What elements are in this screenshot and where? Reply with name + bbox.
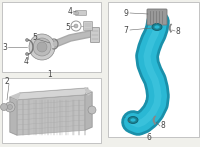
FancyBboxPatch shape	[76, 10, 87, 15]
Polygon shape	[85, 88, 92, 95]
FancyBboxPatch shape	[108, 2, 199, 137]
Text: 8: 8	[176, 26, 180, 35]
Polygon shape	[17, 95, 85, 135]
Circle shape	[37, 42, 47, 52]
Circle shape	[88, 106, 96, 114]
Text: 8: 8	[161, 122, 165, 131]
Text: 6: 6	[147, 133, 151, 142]
FancyBboxPatch shape	[91, 27, 100, 42]
Polygon shape	[17, 88, 88, 100]
FancyBboxPatch shape	[2, 78, 101, 143]
Circle shape	[8, 105, 13, 110]
FancyBboxPatch shape	[147, 9, 167, 25]
FancyBboxPatch shape	[84, 21, 93, 30]
Text: 5: 5	[33, 32, 37, 41]
Circle shape	[33, 38, 51, 56]
Circle shape	[26, 52, 29, 56]
Ellipse shape	[154, 25, 160, 29]
Text: 2: 2	[5, 76, 9, 86]
Circle shape	[74, 24, 78, 28]
Circle shape	[1, 103, 8, 111]
Circle shape	[5, 102, 15, 112]
Text: 9: 9	[124, 9, 128, 17]
Ellipse shape	[128, 117, 138, 123]
Text: 4: 4	[24, 56, 28, 66]
FancyBboxPatch shape	[74, 12, 78, 15]
Text: 4: 4	[68, 6, 72, 15]
Ellipse shape	[152, 24, 162, 30]
Text: 7: 7	[124, 117, 128, 127]
Text: 1: 1	[48, 70, 52, 78]
Text: 7: 7	[124, 25, 128, 35]
Text: 3: 3	[3, 42, 7, 51]
Polygon shape	[10, 93, 20, 100]
Circle shape	[29, 34, 55, 60]
FancyBboxPatch shape	[2, 2, 101, 72]
Ellipse shape	[130, 118, 136, 122]
Circle shape	[26, 39, 29, 41]
Polygon shape	[85, 92, 92, 130]
Polygon shape	[10, 97, 17, 135]
Text: 5: 5	[66, 22, 70, 31]
